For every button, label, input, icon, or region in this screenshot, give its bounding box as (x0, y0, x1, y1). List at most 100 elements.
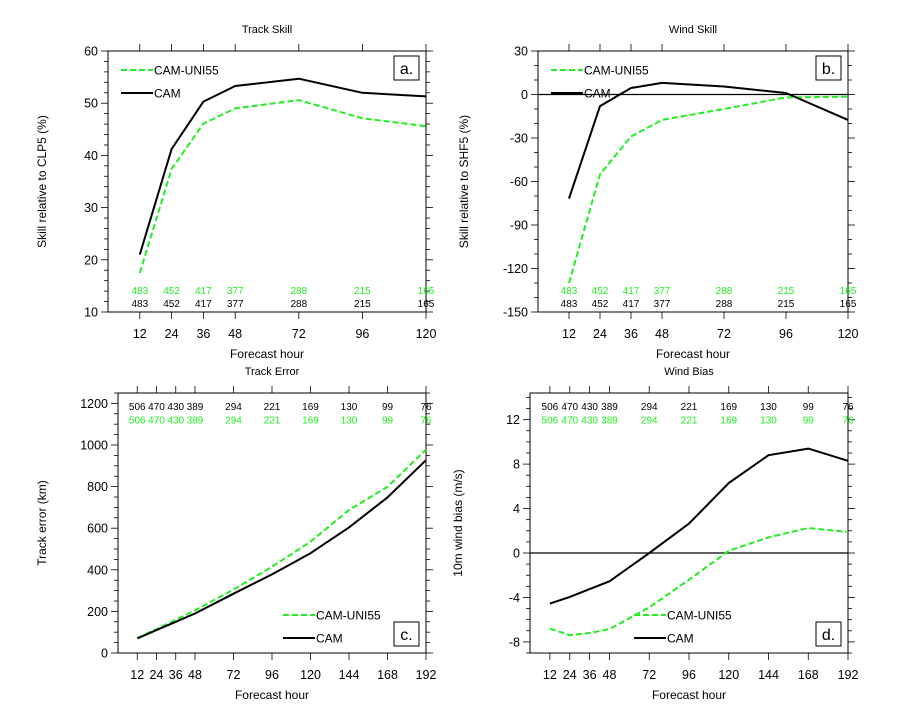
x-tick-label: 120 (300, 668, 321, 682)
x-tick-label: 72 (227, 668, 241, 682)
series-line-cam (138, 77, 427, 255)
sample-count: 470 (561, 416, 578, 427)
y-tick-label: 30 (514, 45, 528, 59)
sample-count: 506 (542, 402, 559, 413)
legend-label-cam-uni55: CAM-UNI55 (584, 64, 649, 78)
y-tick-label: 600 (87, 522, 108, 536)
chart-title: Wind Skill (669, 24, 717, 36)
panel-label-box (815, 621, 842, 647)
series-line-cam-uni55 (568, 95, 849, 284)
sample-count: 417 (195, 299, 212, 310)
y-tick-label: -150 (503, 306, 528, 320)
sample-count: 417 (195, 286, 212, 297)
sample-count: 288 (716, 299, 733, 310)
x-tick-label: 72 (717, 327, 731, 341)
y-tick-label: 10 (84, 306, 98, 320)
x-axis-label: Forecast hour (656, 347, 730, 361)
sample-count: 215 (354, 299, 371, 310)
sample-count: 377 (227, 299, 244, 310)
sample-count: 483 (131, 286, 148, 297)
legend: CAM-UNI55 CAM (551, 64, 649, 101)
panel-label: a. (400, 61, 413, 78)
sample-count: 76 (420, 416, 432, 427)
panel-label: b. (822, 61, 835, 78)
x-tick-label: 12 (133, 327, 147, 341)
x-tick-label: 96 (682, 668, 696, 682)
sample-count: 506 (542, 416, 559, 427)
y-axis-label: Skill relative to SHF5 (%) (457, 115, 471, 248)
x-tick-label: 36 (583, 668, 597, 682)
sample-count: 470 (561, 402, 578, 413)
y-tick-label: 20 (84, 253, 98, 267)
x-tick-label: 48 (655, 327, 669, 341)
sample-count: 452 (592, 299, 609, 310)
sample-count: 130 (760, 416, 777, 427)
legend-label-cam-uni55: CAM-UNI55 (154, 64, 219, 78)
x-tick-label: 96 (355, 327, 369, 341)
sample-count: 470 (148, 402, 165, 413)
sample-count: 430 (167, 416, 184, 427)
sample-count: 76 (420, 402, 432, 413)
sample-count: 130 (341, 416, 358, 427)
sample-count: 430 (581, 402, 598, 413)
legend: CAM-UNI55 CAM (634, 609, 732, 646)
sample-count: 99 (382, 416, 394, 427)
sample-count: 389 (601, 416, 618, 427)
sample-count: 288 (290, 286, 307, 297)
panel-wind-skill: Wind Skill -150 -120 -90 -60 -30 0 30 12 24 36 48 72… (457, 24, 858, 361)
y-tick-label: 4 (513, 502, 520, 516)
sample-count: 389 (187, 402, 204, 413)
sample-count: 430 (167, 402, 184, 413)
panel-label-box (393, 621, 420, 647)
y-tick-label: 1200 (80, 397, 108, 411)
y-tick-label: -60 (510, 175, 528, 189)
sample-count: 169 (302, 416, 319, 427)
x-tick-label: 24 (593, 327, 607, 341)
y-tick-label: -90 (510, 219, 528, 233)
y-tick-label: 12 (506, 413, 520, 427)
x-axis-label: Forecast hour (652, 688, 726, 702)
sample-count: 165 (840, 299, 857, 310)
sample-count: 165 (840, 286, 857, 297)
legend-label-cam-uni55: CAM-UNI55 (316, 609, 381, 623)
y-tick-label: 60 (84, 45, 98, 59)
sample-count: 506 (129, 402, 146, 413)
sample-count: 483 (561, 299, 578, 310)
legend-label-cam: CAM (584, 87, 611, 101)
legend-label-cam: CAM (316, 632, 343, 646)
sample-count: 221 (264, 402, 281, 413)
y-tick-label: 8 (513, 458, 520, 472)
y-tick-label: 30 (84, 201, 98, 215)
x-axis-label: Forecast hour (230, 347, 304, 361)
series-line-cam-uni55 (136, 448, 427, 639)
x-tick-label: 120 (838, 327, 859, 341)
sample-count: 389 (187, 416, 204, 427)
sample-count: 99 (803, 416, 815, 427)
x-tick-label: 48 (228, 327, 242, 341)
sample-count: 389 (601, 402, 618, 413)
legend-label-cam: CAM (667, 632, 694, 646)
x-tick-label: 144 (339, 668, 360, 682)
sample-count: 452 (592, 286, 609, 297)
x-tick-label: 36 (196, 327, 210, 341)
sample-count: 165 (418, 286, 435, 297)
legend-label-cam: CAM (154, 87, 181, 101)
sample-count: 130 (341, 402, 358, 413)
panel-track-error: Track Error 0 200 400 600 800 1000 1200 12 24 36 48… (35, 366, 436, 702)
x-tick-label: 144 (758, 668, 779, 682)
x-tick-label: 192 (838, 668, 859, 682)
x-tick-label: 36 (624, 327, 638, 341)
x-tick-label: 48 (188, 668, 202, 682)
y-tick-label: 800 (87, 480, 108, 494)
series-line-cam (568, 81, 849, 199)
x-axis-label: Forecast hour (235, 688, 309, 702)
y-tick-label: -8 (509, 635, 520, 649)
sample-count: 294 (641, 416, 658, 427)
sample-count: 417 (623, 299, 640, 310)
sample-count: 99 (382, 402, 394, 413)
sample-count: 76 (842, 402, 854, 413)
x-tick-label: 12 (543, 668, 557, 682)
sample-count: 288 (290, 299, 307, 310)
